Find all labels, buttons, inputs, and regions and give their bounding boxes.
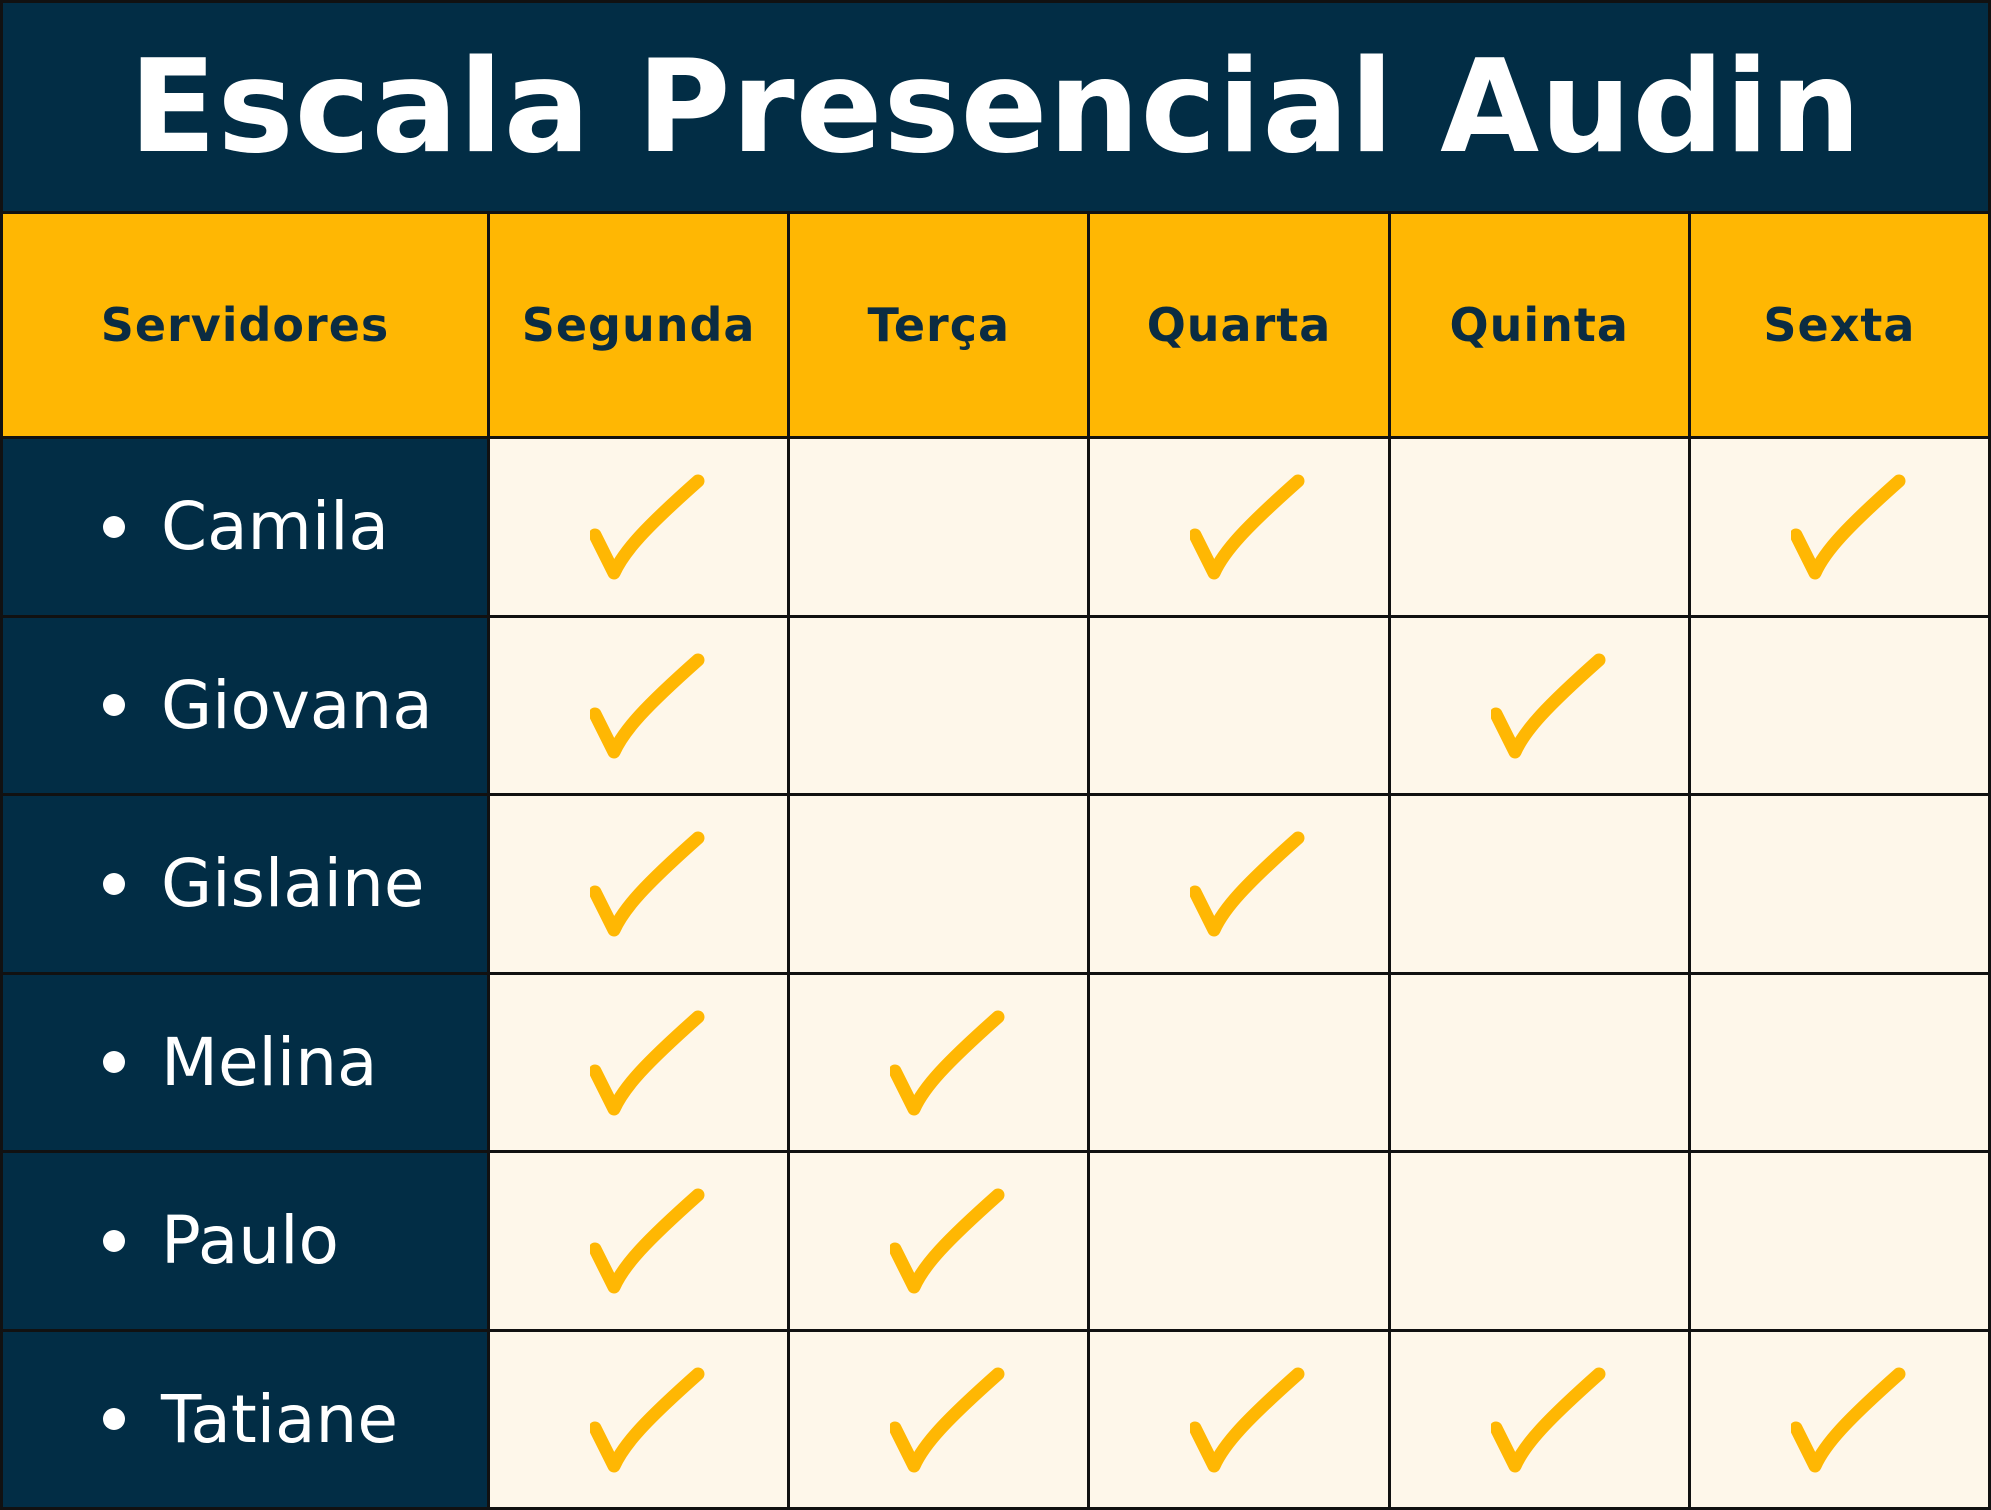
row-name: Gislaine — [3, 796, 487, 972]
row-name: Tatiane — [3, 1331, 487, 1507]
servidor-name: Gislaine — [161, 845, 425, 923]
header-day: Quarta — [1090, 214, 1388, 436]
schedule-cell — [1690, 974, 1988, 1150]
schedule-cell — [1090, 796, 1388, 972]
check-icon — [1190, 831, 1305, 937]
check-icon — [590, 831, 705, 937]
schedule-cell — [490, 439, 788, 615]
header-servidores: Servidores — [3, 214, 487, 436]
page-title: Escala Presencial Audin — [3, 3, 1988, 211]
check-icon — [1790, 1367, 1906, 1472]
schedule-cell — [1690, 439, 1988, 615]
check-icon — [1790, 474, 1906, 580]
header-day: Segunda — [490, 214, 788, 436]
schedule-cell — [1390, 1153, 1688, 1329]
schedule-cell — [790, 439, 1088, 615]
schedule-cell — [1090, 439, 1388, 615]
schedule-cell — [1690, 796, 1988, 972]
check-icon — [1490, 653, 1606, 758]
servidor-name: Melina — [161, 1023, 378, 1101]
schedule-cell — [1090, 1153, 1388, 1329]
schedule-cell — [490, 1153, 788, 1329]
servidor-name: Tatiane — [161, 1380, 398, 1458]
row-name: Paulo — [3, 1153, 487, 1329]
check-icon — [590, 1188, 705, 1294]
servidor-name: Paulo — [161, 1202, 339, 1280]
header-day: Quinta — [1390, 214, 1688, 436]
bullet-icon — [103, 694, 125, 717]
check-icon — [1490, 1367, 1606, 1472]
schedule-cell — [1090, 974, 1388, 1150]
servidor-name: Giovana — [161, 666, 433, 744]
schedule-cell — [1690, 617, 1988, 793]
bullet-icon — [103, 1229, 125, 1252]
schedule-cell — [790, 974, 1088, 1150]
schedule-cell — [490, 1331, 788, 1507]
schedule-cell — [490, 796, 788, 972]
schedule-cell — [790, 1153, 1088, 1329]
row-name: Giovana — [3, 617, 487, 793]
schedule-cell — [1390, 617, 1688, 793]
check-icon — [890, 1188, 1005, 1294]
header-day: Terça — [790, 214, 1088, 436]
check-icon — [1190, 1367, 1305, 1472]
bullet-icon — [103, 1051, 125, 1074]
schedule-cell — [790, 617, 1088, 793]
schedule-cell — [790, 796, 1088, 972]
row-name: Camila — [3, 439, 487, 615]
schedule-cell — [490, 617, 788, 793]
schedule-cell — [1090, 1331, 1388, 1507]
schedule-cell — [1390, 796, 1688, 972]
schedule-cell — [1390, 439, 1688, 615]
schedule-cell — [1390, 1331, 1688, 1507]
schedule-cell — [490, 974, 788, 1150]
schedule-cell — [1690, 1331, 1988, 1507]
schedule-cell — [1690, 1153, 1988, 1329]
bullet-icon — [103, 1408, 125, 1431]
schedule-cell — [790, 1331, 1088, 1507]
row-name: Melina — [3, 974, 487, 1150]
servidor-name: Camila — [161, 488, 389, 566]
schedule-table: Servidores Segunda Terça Quarta Quinta S… — [3, 214, 1988, 1507]
check-icon — [590, 1367, 705, 1472]
bullet-icon — [103, 515, 125, 538]
check-icon — [590, 1010, 705, 1115]
schedule-cell — [1090, 617, 1388, 793]
check-icon — [1190, 474, 1305, 580]
header-day: Sexta — [1690, 214, 1988, 436]
check-icon — [590, 653, 705, 758]
schedule-cell — [1390, 974, 1688, 1150]
check-icon — [590, 474, 705, 580]
check-icon — [890, 1367, 1005, 1472]
check-icon — [890, 1010, 1005, 1115]
bullet-icon — [103, 872, 125, 895]
